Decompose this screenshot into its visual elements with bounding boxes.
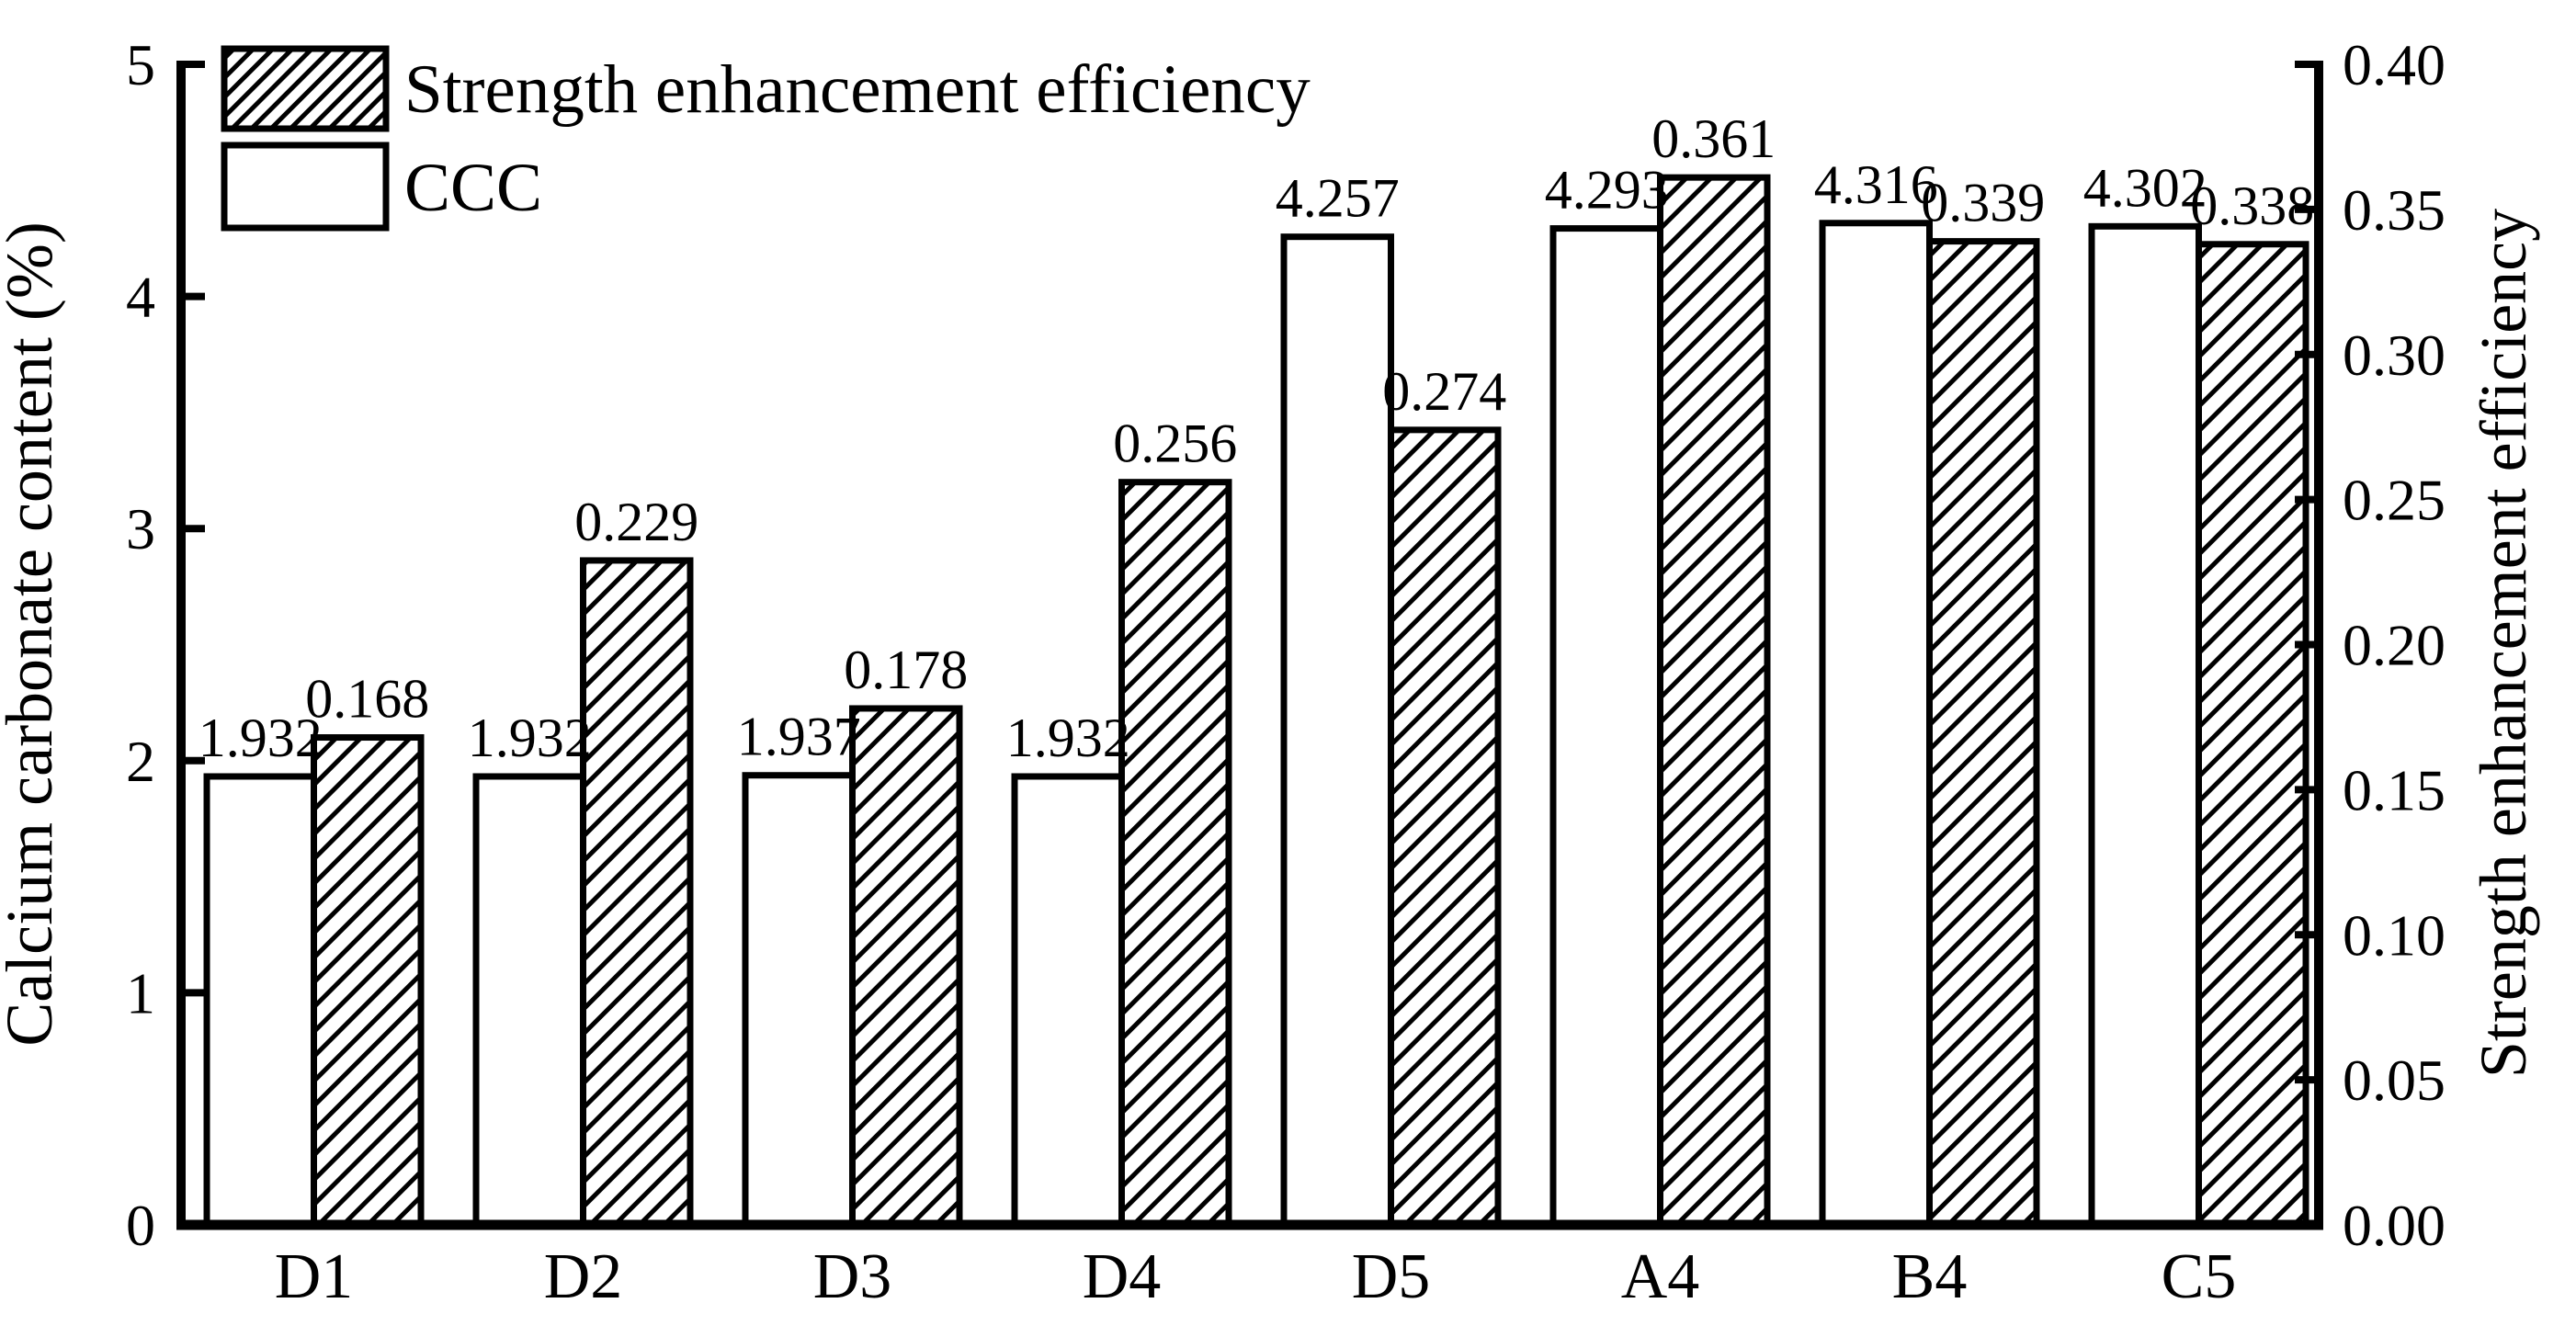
left-axis-tick-label: 3: [126, 496, 155, 561]
bar-efficiency-A4: [1657, 174, 1771, 1229]
value-label-efficiency-D5: 0.274: [1382, 361, 1506, 422]
value-label-ccc-D4: 1.932: [1006, 708, 1130, 768]
bar-ccc-D3: [742, 772, 856, 1229]
value-label-ccc-B4: 4.316: [1814, 154, 1938, 215]
category-label-D3: D3: [813, 1241, 892, 1312]
value-label-efficiency-A4: 0.361: [1651, 108, 1776, 169]
bar-ccc-D2: [472, 773, 586, 1229]
bar-ccc-B4: [1819, 220, 1933, 1229]
bar-efficiency-D3: [849, 705, 963, 1229]
right-axis-tick-label: 0.15: [2343, 757, 2445, 822]
axis-spines-layer: [176, 61, 2323, 1230]
legend-swatch-plain: [221, 142, 390, 232]
bar-ccc-D5: [1280, 233, 1394, 1229]
bar-ccc-D4: [1011, 773, 1125, 1229]
legend: Strength enhancement efficiency CCC: [221, 45, 1311, 232]
value-label-ccc-D2: 1.932: [468, 708, 592, 768]
right-axis-tick-label: 0.10: [2343, 902, 2445, 968]
category-label-D1: D1: [275, 1241, 354, 1312]
right-axis-tick-label: 0.00: [2343, 1193, 2445, 1258]
bar-efficiency-D1: [311, 734, 425, 1229]
left-axis-tick-label: 1: [126, 960, 155, 1025]
value-label-ccc-D3: 1.937: [737, 707, 861, 767]
value-label-efficiency-D3: 0.178: [844, 640, 968, 700]
left-axis-tick-label: 5: [126, 32, 155, 97]
value-label-ccc-D5: 4.257: [1276, 168, 1400, 229]
value-label-ccc-A4: 4.293: [1545, 160, 1669, 221]
bar-efficiency-B4: [1926, 238, 2040, 1229]
category-label-C5: C5: [2162, 1241, 2237, 1312]
right-axis-tick-label: 0.05: [2343, 1048, 2445, 1113]
left-axis-tick-label: 2: [126, 729, 155, 794]
left-axis-tick-label: 0: [126, 1193, 155, 1258]
category-label-D5: D5: [1352, 1241, 1431, 1312]
bar-efficiency-D5: [1388, 426, 1502, 1229]
legend-label-ccc: CCC: [404, 150, 542, 226]
value-label-ccc-C5: 4.302: [2083, 157, 2207, 218]
right-axis-tick-label: 0.25: [2343, 468, 2445, 533]
legend-label-efficiency: Strength enhancement efficiency: [404, 51, 1311, 128]
bar-ccc-A4: [1549, 225, 1663, 1229]
bar-efficiency-C5: [2196, 241, 2309, 1229]
value-label-efficiency-D2: 0.229: [574, 492, 698, 552]
value-label-efficiency-B4: 0.339: [1921, 173, 2045, 233]
left-axis-tick-label: 4: [126, 265, 155, 330]
right-axis-tick-label: 0.20: [2343, 613, 2445, 678]
value-label-ccc-D1: 1.932: [199, 708, 323, 768]
value-label-efficiency-C5: 0.338: [2190, 176, 2314, 236]
bar-efficiency-D4: [1118, 479, 1232, 1229]
category-label-D4: D4: [1083, 1241, 1162, 1312]
value-label-efficiency-D4: 0.256: [1113, 414, 1237, 474]
bars-layer: 1.9320.1681.9320.2291.9370.1781.9320.256…: [199, 108, 2314, 1229]
bar-efficiency-D2: [580, 557, 694, 1229]
right-axis-tick-label: 0.40: [2343, 32, 2445, 97]
bar-ccc-C5: [2088, 222, 2202, 1229]
right-axis-title: Strength enhancement efficiency: [2467, 209, 2540, 1078]
category-label-D2: D2: [544, 1241, 623, 1312]
bar-ccc-D1: [203, 773, 317, 1229]
right-axis-tick-label: 0.35: [2343, 177, 2445, 243]
axis-tick-labels-layer: 0 1 2 3 4 5 0.00 0.05 0.10 0.15 0.20 0.25 0.30 0.35 0.…: [126, 32, 2445, 1258]
category-label-B4: B4: [1892, 1241, 1968, 1312]
category-label-A4: A4: [1621, 1241, 1700, 1312]
category-labels-layer: D1 D2 D3 D4 D5 A4 B4 C5: [275, 1241, 2237, 1312]
left-axis-title: Calcium carbonate content (%): [0, 221, 66, 1047]
value-label-efficiency-D1: 0.168: [305, 669, 429, 730]
right-axis-tick-label: 0.30: [2343, 323, 2445, 388]
legend-swatch-hatched: [221, 45, 390, 132]
